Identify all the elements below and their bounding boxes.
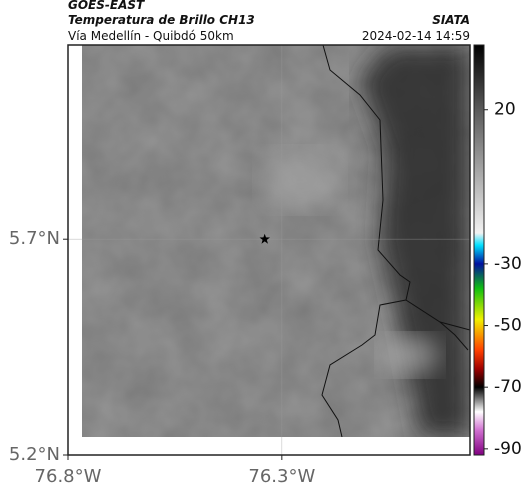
location-marker (259, 233, 270, 244)
colorbar (473, 44, 485, 456)
x-tick-label: 76.3°W (248, 466, 315, 487)
satellite: GOES-EAST (68, 0, 145, 12)
datetime: 2024-02-14 14:59 (362, 29, 470, 43)
colorbar-tick-label: -90 (494, 439, 522, 459)
region: Vía Medellín - Quibdó 50km (68, 29, 234, 43)
source: SIATA (432, 13, 470, 27)
y-tick-label: 5.7°N (9, 228, 60, 249)
map-frame (67, 44, 471, 456)
x-tick-label: 76.8°W (35, 466, 102, 487)
colorbar-tick-label: -30 (494, 254, 522, 274)
colorbar-tick-label: 20 (494, 100, 516, 120)
y-tick-label: 5.2°N (9, 444, 60, 465)
colorbar-tick-label: -50 (494, 316, 522, 336)
satellite-image (82, 45, 470, 437)
grid (68, 45, 470, 455)
colorbar-tick-label: -70 (494, 377, 522, 397)
product: Temperatura de Brillo CH13 (68, 13, 255, 27)
